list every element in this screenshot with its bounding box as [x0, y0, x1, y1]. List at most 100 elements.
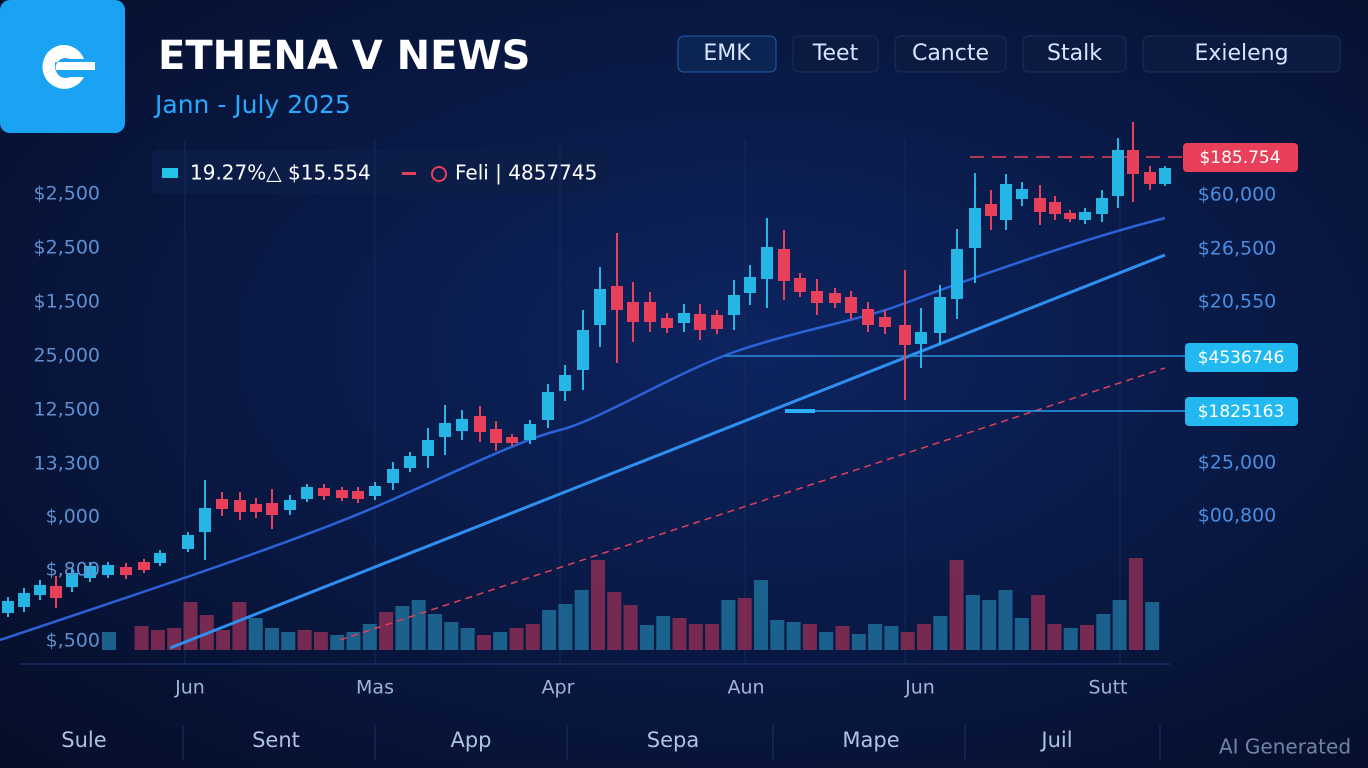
candle-body [661, 318, 673, 328]
legend-swatch [402, 172, 416, 175]
price-tag [1185, 397, 1298, 426]
candle-body [34, 585, 46, 595]
candle-body [84, 566, 96, 578]
candle-body [284, 500, 296, 510]
volume-bar [754, 580, 768, 650]
labels: $2,500 $2,500 $1,500 25,000 12,500 13,300 $,00… [34, 183, 1277, 753]
volume-bar [623, 605, 638, 650]
tab-label[interactable]: Stalk [1047, 41, 1102, 66]
volume-bar [379, 612, 394, 650]
volume-bar [1128, 558, 1143, 650]
bottom-label: Sepa [647, 728, 699, 752]
bottom-label: App [450, 728, 491, 752]
tab[interactable] [792, 35, 879, 73]
volume-bar [1080, 625, 1094, 650]
y-tick-label: 25,000 [34, 345, 100, 367]
candle-body [1112, 150, 1124, 196]
candle-body [1159, 168, 1171, 184]
candle-body [559, 375, 571, 391]
candle-body [524, 424, 536, 440]
tab-label[interactable]: Cancte [912, 41, 989, 66]
candle-body [845, 297, 857, 313]
volume-bar [639, 625, 654, 650]
x-tick-label: Sutt [1088, 677, 1127, 699]
candle-body [18, 593, 30, 607]
volume-bar [656, 616, 671, 650]
price-tag [1183, 143, 1298, 172]
candle-body [899, 325, 911, 345]
volume-bar [362, 624, 377, 650]
y-tick-label: $2,500 [34, 237, 100, 259]
moving-average [0, 216, 1166, 642]
candle-body [1144, 172, 1156, 184]
volume-bar [933, 616, 948, 650]
bottom-label: Sule [61, 728, 106, 752]
y2-tick-label: $20,550 [1198, 291, 1277, 313]
candle-body [336, 490, 348, 498]
candle-body [1034, 198, 1046, 212]
tab-label[interactable]: Teet [812, 41, 859, 66]
candle-body [154, 553, 166, 563]
volume-bar [460, 628, 475, 650]
volume-bar [1145, 602, 1160, 650]
candle-body [199, 508, 211, 532]
candle-body [318, 488, 330, 496]
candle-body [102, 565, 114, 575]
volume-bar [542, 610, 557, 650]
x-tick-label: Jun [904, 677, 935, 699]
tab[interactable] [677, 35, 777, 73]
volume-bar [1031, 595, 1046, 650]
y2-tick-label: $25,000 [1198, 452, 1277, 474]
y-tick-label: $2,500 [34, 183, 100, 205]
candle-body [969, 208, 981, 248]
volume-bar [884, 626, 899, 650]
watermark: AI Generated [1219, 735, 1351, 759]
candle-body [985, 204, 997, 216]
subtitle: Jann - July 2025 [153, 90, 351, 119]
volume-bar [802, 624, 817, 650]
volume-bar [1047, 624, 1062, 650]
volume-bar [493, 632, 508, 650]
volume-bar [786, 622, 801, 650]
candle-body [951, 249, 963, 299]
volume-bar [281, 632, 296, 650]
volume-bar [705, 624, 720, 650]
volume-bar [346, 632, 361, 650]
volume-bar [949, 560, 964, 650]
legend-box [152, 150, 610, 194]
candle-body [1079, 212, 1091, 220]
volume-bar [330, 635, 345, 650]
legend-item: 19.27%△ $15.554 [190, 161, 371, 185]
candle-body [862, 309, 874, 325]
volume-bar [525, 624, 540, 650]
price-tag [1185, 343, 1298, 372]
tab-label[interactable]: EMK [703, 41, 751, 66]
legend-swatch [162, 168, 178, 178]
legend-icon [431, 166, 447, 182]
candle-body [456, 419, 468, 431]
candle-body [611, 286, 623, 310]
tab-label[interactable]: Exieleng [1194, 41, 1288, 66]
candle-body [829, 293, 841, 303]
tab[interactable] [1142, 35, 1341, 73]
y2-tick-label: $60,000 [1198, 184, 1277, 206]
candle-body [120, 567, 132, 575]
candle-body [644, 302, 656, 322]
x-tick-label: Apr [542, 677, 575, 699]
tab[interactable] [1022, 35, 1127, 73]
volume-bar [150, 630, 165, 650]
legend-item: Feli | 4857745 [455, 161, 597, 185]
candle-body [1127, 150, 1139, 174]
tab[interactable] [894, 35, 1007, 73]
volume-bar [313, 632, 328, 650]
volume-bar [428, 614, 442, 650]
volume-bar [917, 624, 931, 650]
y-tick-label: $,800 [46, 559, 100, 581]
candle-body [50, 586, 62, 598]
candle-body [1064, 213, 1076, 219]
bottom-label: Sent [252, 728, 300, 752]
volume-bar [444, 622, 459, 650]
candle-body [266, 503, 278, 515]
